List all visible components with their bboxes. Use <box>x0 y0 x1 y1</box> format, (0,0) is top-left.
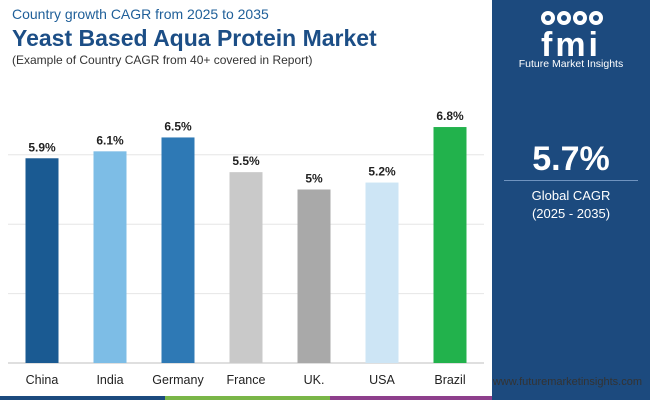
strip-segment <box>0 396 165 400</box>
bar-china <box>25 158 59 363</box>
fmi-logo-icon: fmi <box>541 11 603 64</box>
bar-germany <box>161 137 195 363</box>
bar-uk <box>297 189 331 363</box>
website-link[interactable]: www.futuremarketinsights.com <box>492 376 642 388</box>
strip-segment <box>492 396 650 400</box>
x-tick-label: India <box>96 373 123 387</box>
bar-value-label: 5.2% <box>368 165 396 179</box>
bar-value-label: 5.9% <box>28 140 56 154</box>
bar-value-label: 5% <box>305 172 323 186</box>
bar-chart: 5.9% China 6.1% India 6.5% Germany 5.5% France 5… <box>0 96 492 396</box>
svg-text:fmi: fmi <box>541 26 601 62</box>
chart-subtitle: Country growth CAGR from 2025 to 2035 <box>12 6 269 22</box>
bar-value-label: 6.8% <box>436 109 464 123</box>
x-tick-label: China <box>26 373 59 387</box>
global-cagr-period: (2025 - 2035) <box>531 206 611 221</box>
header: Country growth CAGR from 2025 to 2035 Ye… <box>12 6 377 68</box>
side-panel: fmi Future Market Insights 5.7% Global C… <box>492 0 650 400</box>
logo-text: Future Market Insights <box>518 58 624 70</box>
strip-segment <box>330 396 492 400</box>
global-cagr-label: Global CAGR <box>531 188 611 203</box>
bar-brazil <box>433 127 467 363</box>
x-tick-label: Germany <box>152 373 204 387</box>
strip-segment <box>165 396 330 400</box>
bar-value-label: 5.5% <box>232 154 260 168</box>
bar-france <box>229 172 263 363</box>
x-tick-label: UK. <box>304 373 325 387</box>
global-cagr-value: 5.7% <box>532 140 610 178</box>
bar-chart-svg: 5.9% China 6.1% India 6.5% Germany 5.5% France 5… <box>8 109 484 387</box>
x-tick-label: France <box>227 373 266 387</box>
bottom-color-strip <box>0 396 650 400</box>
chart-note: (Example of Country CAGR from 40+ covere… <box>12 53 313 67</box>
bar-india <box>93 151 127 363</box>
bar-value-label: 6.1% <box>96 133 124 147</box>
chart-title: Yeast Based Aqua Protein Market <box>12 25 377 51</box>
bar-value-label: 6.5% <box>164 119 192 133</box>
bar-usa <box>365 182 399 363</box>
x-tick-label: USA <box>369 373 395 387</box>
fmi-logo: fmi <box>492 6 650 76</box>
x-tick-label: Brazil <box>434 373 465 387</box>
stat-divider <box>504 180 638 181</box>
